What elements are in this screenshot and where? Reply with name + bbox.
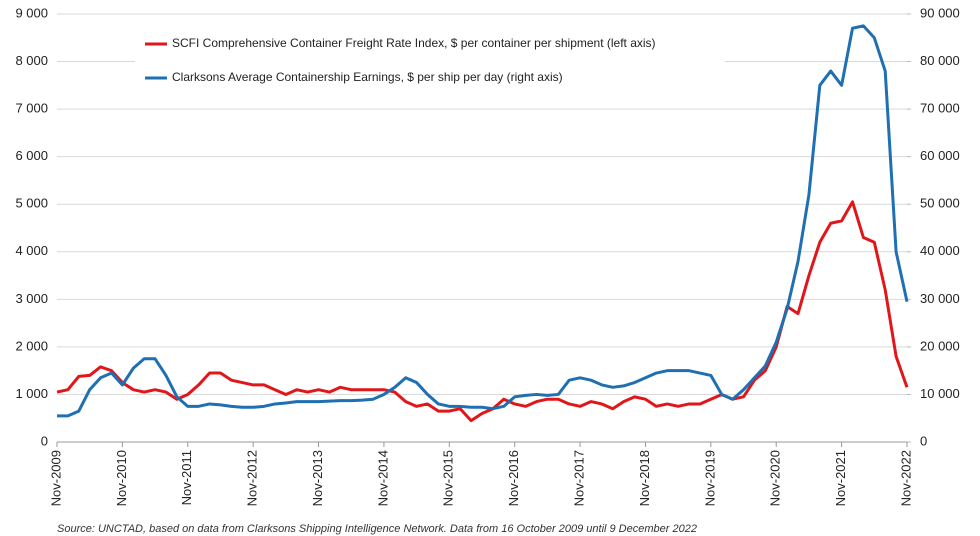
y-tick-label: 5 000 [15,196,48,211]
y2-tick-label: 40 000 [920,243,960,258]
x-tick-label: Nov-2010 [114,450,129,506]
series-line [57,24,909,418]
y2-tick-label: 0 [920,433,927,448]
x-tick-label: Nov-2016 [506,450,521,506]
x-tick-label: Nov-2011 [179,450,194,505]
y2-tick-label: 70 000 [920,101,960,116]
y-tick-label: 0 [41,433,48,448]
x-tick-label: Nov-2020 [768,450,783,506]
x-tick-label: Nov-2022 [898,450,913,506]
y-tick-label: 7 000 [15,101,48,116]
legend-label: Clarksons Average Containership Earnings… [172,70,563,84]
y2-tick-label: 30 000 [920,291,960,306]
y-tick-label: 6 000 [15,148,48,163]
y-tick-label: 1 000 [15,386,48,401]
x-tick-label: Nov-2018 [637,450,652,506]
x-tick-label: Nov-2014 [375,450,390,506]
legend-label: SCFI Comprehensive Container Freight Rat… [172,36,656,50]
x-tick-label: Nov-2009 [48,450,63,506]
x-tick-label: Nov-2017 [572,450,587,506]
y-tick-label: 8 000 [15,53,48,68]
x-tick-label: Nov-2013 [310,450,325,506]
y2-tick-label: 10 000 [920,386,960,401]
y-tick-label: 9 000 [15,5,48,20]
series-line [56,200,909,423]
legend-background [135,27,725,93]
y2-tick-label: 50 000 [920,196,960,211]
legend: SCFI Comprehensive Container Freight Rat… [135,27,725,93]
x-tick-label: Nov-2012 [245,450,260,506]
y2-tick-label: 80 000 [920,53,960,68]
x-tick-label: Nov-2021 [833,450,848,506]
y-tick-label: 3 000 [15,291,48,306]
x-tick-label: Nov-2015 [441,450,456,506]
x-tick-label: Nov-2019 [702,450,717,506]
y-tick-label: 4 000 [15,243,48,258]
y-tick-label: 2 000 [15,338,48,353]
y2-tick-label: 20 000 [920,338,960,353]
y2-tick-label: 60 000 [920,148,960,163]
source-note: Source: UNCTAD, based on data from Clark… [57,523,697,535]
y2-tick-label: 90 000 [920,5,960,20]
